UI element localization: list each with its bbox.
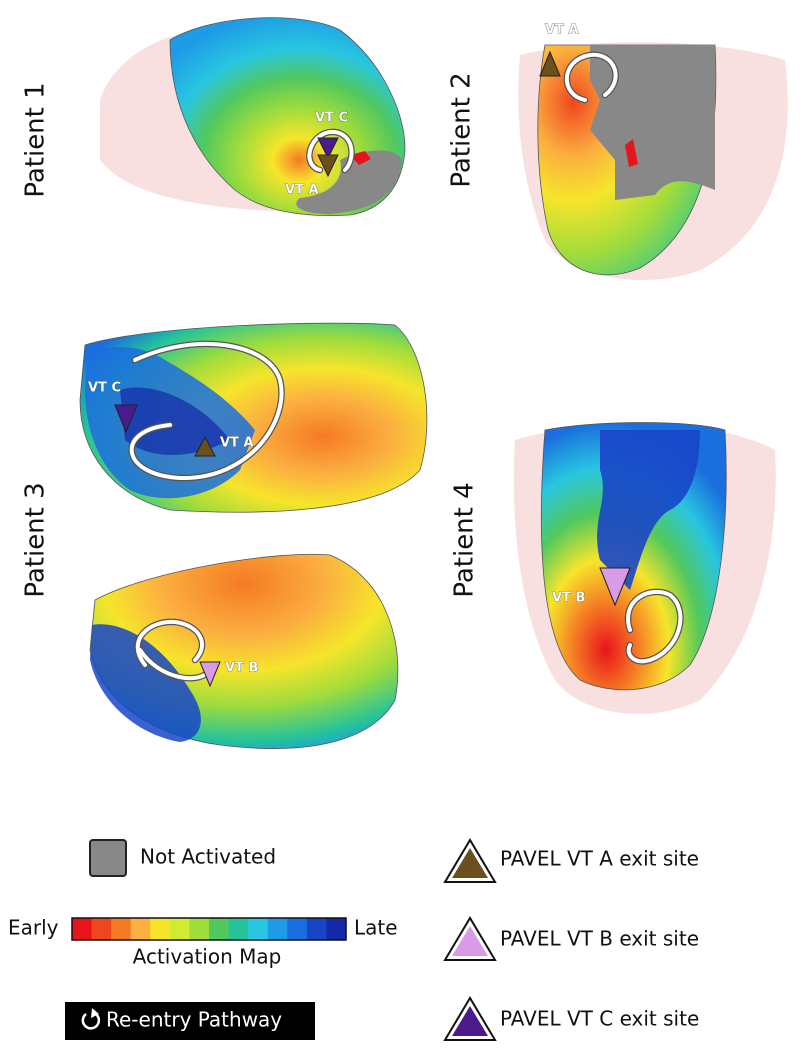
vt-label: VT A: [220, 436, 254, 451]
vt-label: VT B: [552, 591, 585, 606]
late-region: [597, 430, 700, 590]
reentry-icon: [91, 1008, 99, 1018]
color-swatch: [326, 918, 347, 940]
panel-3: VT C VT A VT B Patient 3: [21, 322, 428, 749]
late-region: [120, 387, 230, 455]
reentry-arrow: [129, 341, 284, 481]
color-swatch: [111, 918, 132, 940]
color-swatch: [169, 918, 190, 940]
exit-site-marker: [599, 567, 631, 607]
exit-site-marker: [317, 154, 339, 178]
exit-site-marker: [194, 435, 216, 457]
reentry-arrow: [564, 52, 618, 102]
vt-label: VT C: [315, 111, 348, 126]
panel-4: VT B Patient 4: [450, 422, 776, 714]
vt-label: VT C: [88, 381, 121, 396]
legend-label: PAVEL VT A exit site: [500, 847, 699, 871]
patient-label: Patient 1: [21, 82, 51, 197]
exit-site-marker: [317, 137, 339, 160]
early-region: [625, 139, 638, 167]
color-swatch: [287, 918, 308, 940]
patient-label: Patient 3: [21, 482, 51, 597]
scale-start: Early: [8, 916, 59, 940]
color-swatch: [72, 918, 93, 940]
legend-label: Not Activated: [140, 845, 276, 869]
color-swatch: [130, 918, 151, 940]
legend-label: PAVEL VT B exit site: [500, 927, 699, 951]
not-activated-region: [296, 150, 402, 214]
not-activated-region: [590, 45, 715, 200]
reentry-box: [65, 1002, 315, 1040]
panel-2: VT A Patient 2: [447, 22, 788, 281]
exit-site-marker: [539, 50, 561, 77]
color-swatch: [150, 918, 171, 940]
vt-label: VT A: [285, 183, 319, 198]
colorbar: [72, 918, 347, 940]
late-region: [90, 624, 201, 742]
legend-label: PAVEL VT C exit site: [500, 1007, 699, 1031]
color-swatch: [248, 918, 269, 940]
legend-label: Re-entry Pathway: [106, 1008, 282, 1032]
patient-label: Patient 2: [447, 72, 477, 187]
reentry-icon: [81, 1011, 101, 1030]
exit-site-marker: [199, 661, 221, 688]
panel-1: VT C VT A Patient 1: [21, 17, 406, 216]
patient-label: Patient 4: [450, 482, 480, 597]
vt-label: VT B: [225, 661, 258, 676]
color-swatch: [91, 918, 112, 940]
color-swatch: [209, 918, 230, 940]
color-swatch: [306, 918, 327, 940]
vt-label: VT A: [545, 23, 579, 38]
color-swatch: [228, 918, 249, 940]
exit-site-marker: [114, 404, 138, 434]
colorbar-frame: [71, 917, 347, 941]
reentry-arrow: [307, 129, 354, 172]
color-swatch: [267, 918, 288, 940]
exit-site-swatch: [452, 926, 488, 956]
legend: Not Activated Early Late Activation Map …: [8, 838, 699, 1041]
not-activated-swatch: [89, 839, 127, 877]
color-swatch: [189, 918, 210, 940]
early-region: [350, 151, 371, 165]
exit-site-swatch: [452, 848, 488, 878]
scale-end: Late: [354, 916, 398, 940]
scale-title: Activation Map: [133, 945, 282, 969]
reentry-arrow: [626, 589, 683, 664]
exit-site-swatch: [452, 1006, 488, 1036]
